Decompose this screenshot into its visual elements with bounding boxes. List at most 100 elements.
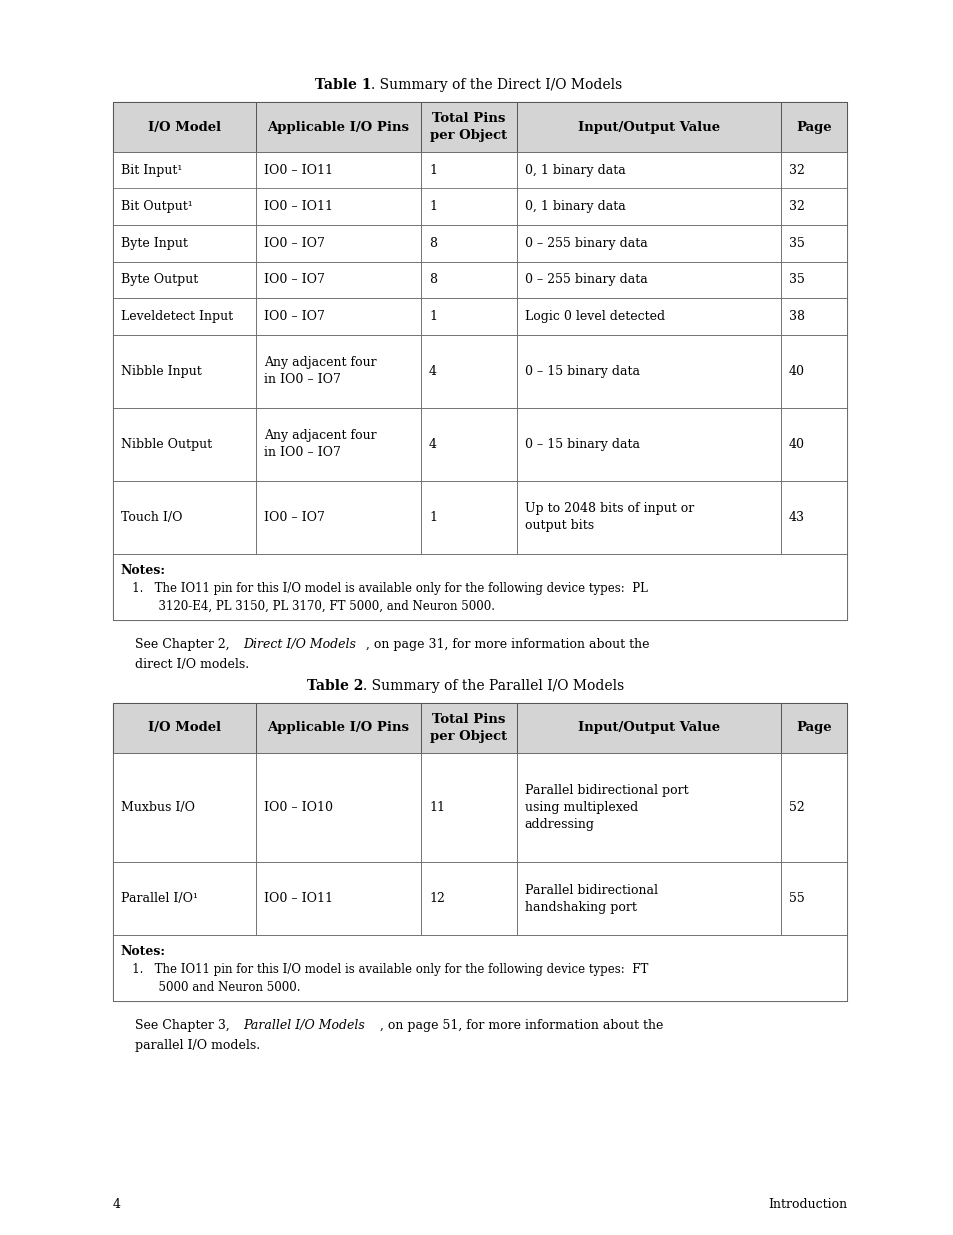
- Text: Applicable I/O Pins: Applicable I/O Pins: [267, 121, 409, 133]
- Bar: [112, 103, 846, 620]
- Text: IO0 – IO7: IO0 – IO7: [264, 510, 324, 524]
- Bar: [517, 408, 781, 480]
- Text: Parallel I/O Models: Parallel I/O Models: [243, 1019, 364, 1032]
- Bar: [112, 103, 255, 152]
- Text: Input/Output Value: Input/Output Value: [578, 121, 720, 133]
- Bar: [517, 262, 781, 298]
- Bar: [420, 103, 517, 152]
- Bar: [112, 335, 255, 408]
- Text: IO0 – IO7: IO0 – IO7: [264, 237, 324, 249]
- Bar: [781, 103, 846, 152]
- Text: 1: 1: [429, 510, 436, 524]
- Text: 4: 4: [429, 364, 436, 378]
- Text: 8: 8: [429, 273, 436, 287]
- Text: Applicable I/O Pins: Applicable I/O Pins: [267, 721, 409, 734]
- Text: . Summary of the Parallel I/O Models: . Summary of the Parallel I/O Models: [363, 678, 623, 693]
- Text: 35: 35: [788, 237, 804, 249]
- Text: 0 – 15 binary data: 0 – 15 binary data: [524, 437, 639, 451]
- Text: Parallel bidirectional
handshaking port: Parallel bidirectional handshaking port: [524, 883, 657, 914]
- Bar: [112, 553, 846, 620]
- Text: 32: 32: [788, 200, 804, 214]
- Text: IO0 – IO7: IO0 – IO7: [264, 273, 324, 287]
- Text: 0, 1 binary data: 0, 1 binary data: [524, 164, 624, 177]
- Bar: [517, 862, 781, 935]
- Text: IO0 – IO11: IO0 – IO11: [264, 892, 333, 905]
- Text: 0 – 15 binary data: 0 – 15 binary data: [524, 364, 639, 378]
- Text: Parallel bidirectional port
using multiplexed
addressing: Parallel bidirectional port using multip…: [524, 784, 687, 831]
- Text: Bit Input¹: Bit Input¹: [120, 164, 182, 177]
- Bar: [517, 752, 781, 862]
- Text: 0, 1 binary data: 0, 1 binary data: [524, 200, 624, 214]
- Bar: [781, 298, 846, 335]
- Bar: [420, 752, 517, 862]
- Text: 32: 32: [788, 164, 804, 177]
- Text: Page: Page: [796, 121, 831, 133]
- Bar: [517, 703, 781, 752]
- Bar: [255, 262, 420, 298]
- Bar: [255, 103, 420, 152]
- Bar: [517, 189, 781, 225]
- Bar: [255, 225, 420, 262]
- Bar: [112, 189, 255, 225]
- Bar: [112, 225, 255, 262]
- Bar: [420, 152, 517, 189]
- Bar: [517, 298, 781, 335]
- Text: IO0 – IO10: IO0 – IO10: [264, 800, 333, 814]
- Bar: [112, 262, 255, 298]
- Text: Direct I/O Models: Direct I/O Models: [243, 637, 355, 651]
- Bar: [420, 862, 517, 935]
- Bar: [517, 152, 781, 189]
- Text: Touch I/O: Touch I/O: [120, 510, 182, 524]
- Bar: [112, 298, 255, 335]
- Text: Total Pins
per Object: Total Pins per Object: [430, 112, 507, 142]
- Bar: [255, 480, 420, 553]
- Bar: [420, 703, 517, 752]
- Text: IO0 – IO11: IO0 – IO11: [264, 200, 333, 214]
- Text: direct I/O models.: direct I/O models.: [134, 657, 249, 671]
- Bar: [112, 862, 255, 935]
- Text: Logic 0 level detected: Logic 0 level detected: [524, 310, 664, 322]
- Bar: [112, 703, 255, 752]
- Bar: [255, 335, 420, 408]
- Text: 0 – 255 binary data: 0 – 255 binary data: [524, 237, 647, 249]
- Text: 4: 4: [429, 437, 436, 451]
- Text: See Chapter 2,: See Chapter 2,: [134, 637, 233, 651]
- Text: 40: 40: [788, 437, 804, 451]
- Text: I/O Model: I/O Model: [148, 721, 220, 734]
- Text: . Summary of the Direct I/O Models: . Summary of the Direct I/O Models: [371, 78, 621, 91]
- Bar: [255, 862, 420, 935]
- Text: Table 1: Table 1: [314, 78, 371, 91]
- Bar: [781, 335, 846, 408]
- Text: 1: 1: [429, 200, 436, 214]
- Text: 11: 11: [429, 800, 445, 814]
- Text: 35: 35: [788, 273, 804, 287]
- Bar: [112, 152, 255, 189]
- Text: 5000 and Neuron 5000.: 5000 and Neuron 5000.: [120, 981, 300, 994]
- Text: 1.   The IO11 pin for this I/O model is available only for the following device : 1. The IO11 pin for this I/O model is av…: [120, 963, 647, 976]
- Text: Parallel I/O¹: Parallel I/O¹: [120, 892, 197, 905]
- Text: Byte Input: Byte Input: [120, 237, 187, 249]
- Bar: [420, 225, 517, 262]
- Bar: [517, 335, 781, 408]
- Text: 4: 4: [112, 1198, 120, 1212]
- Bar: [255, 703, 420, 752]
- Bar: [781, 480, 846, 553]
- Text: Table 2: Table 2: [306, 678, 363, 693]
- Bar: [517, 480, 781, 553]
- Text: 1.   The IO11 pin for this I/O model is available only for the following device : 1. The IO11 pin for this I/O model is av…: [120, 582, 647, 594]
- Text: I/O Model: I/O Model: [148, 121, 220, 133]
- Text: 3120-E4, PL 3150, PL 3170, FT 5000, and Neuron 5000.: 3120-E4, PL 3150, PL 3170, FT 5000, and …: [120, 599, 494, 613]
- Text: Any adjacent four
in IO0 – IO7: Any adjacent four in IO0 – IO7: [264, 356, 376, 387]
- Bar: [112, 703, 846, 1002]
- Text: 1: 1: [429, 164, 436, 177]
- Bar: [420, 335, 517, 408]
- Bar: [112, 752, 255, 862]
- Bar: [112, 408, 255, 480]
- Text: Notes:: Notes:: [120, 945, 166, 958]
- Text: Up to 2048 bits of input or
output bits: Up to 2048 bits of input or output bits: [524, 501, 693, 532]
- Text: Nibble Output: Nibble Output: [120, 437, 212, 451]
- Text: Total Pins
per Object: Total Pins per Object: [430, 713, 507, 742]
- Text: , on page 31, for more information about the: , on page 31, for more information about…: [365, 637, 648, 651]
- Text: 52: 52: [788, 800, 804, 814]
- Bar: [781, 752, 846, 862]
